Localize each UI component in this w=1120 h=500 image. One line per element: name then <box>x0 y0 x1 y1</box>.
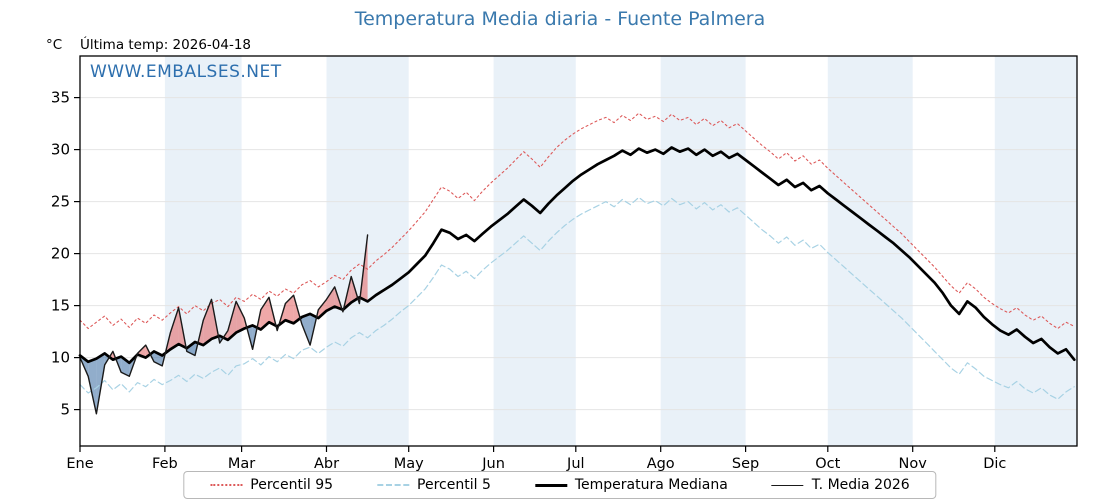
x-tick-label: Feb <box>152 456 178 472</box>
x-tick-label: Oct <box>815 456 840 472</box>
series-line-percentil-95 <box>79 112 1075 330</box>
watermark: WWW.EMBALSES.NET <box>90 62 282 82</box>
legend-item-label: Percentil 95 <box>250 477 334 493</box>
x-tick-label: Ago <box>647 456 675 472</box>
series-line-t-media-2026 <box>79 234 369 415</box>
y-tick-label: 15 <box>51 297 70 315</box>
x-tick-label: Ene <box>66 456 93 472</box>
x-tick-label: Jun <box>481 456 505 472</box>
axes: 5 10 15 20 25 30 35 Ene Feb Mar Abr May Jun Jul Ago Sep… <box>51 89 1007 472</box>
page-title: Temperatura Media diaria - Fuente Palmer… <box>354 8 766 30</box>
legend: Percentil 95 Percentil 5 Temperatura Med… <box>183 471 937 499</box>
series-line-temperatura-mediana <box>78 146 1076 365</box>
legend-item-label: T. Media 2026 <box>811 477 910 493</box>
legend-item-label: Percentil 5 <box>417 477 491 493</box>
last-temp-label: Última temp: 2026-04-18 <box>80 37 252 53</box>
x-tick-label: Jul <box>566 456 585 472</box>
legend-item-percentil-95: Percentil 95 <box>210 477 333 493</box>
legend-item-temperatura-mediana: Temperatura Mediana <box>534 477 728 493</box>
temperatura-mediana-line-sample <box>534 483 567 487</box>
y-tick-label: 5 <box>60 401 70 419</box>
y-tick-label: 10 <box>51 349 70 367</box>
t-media-2026-line-sample <box>771 484 804 486</box>
y-axis-unit-label: °C <box>46 37 63 53</box>
plot-frame <box>79 55 1078 447</box>
gridlines <box>80 97 1077 411</box>
x-tick-label: May <box>394 456 424 472</box>
y-tick-label: 35 <box>51 89 70 107</box>
x-tick-label: Abr <box>314 456 339 472</box>
legend-item-label: Temperatura Mediana <box>574 477 728 493</box>
percentil-5-line-sample <box>377 484 410 486</box>
series-line-percentil-5 <box>79 196 1075 400</box>
month-bands <box>164 56 1077 446</box>
y-tick-label: 20 <box>51 245 70 263</box>
percentil-95-line-sample <box>210 484 243 486</box>
legend-item-percentil-5: Percentil 5 <box>377 477 491 493</box>
legend-item-t-media-2026: T. Media 2026 <box>771 477 910 493</box>
x-tick-label: Nov <box>899 456 928 472</box>
y-tick-label: 25 <box>51 193 70 211</box>
x-tick-label: Dic <box>983 456 1006 472</box>
x-tick-label: Mar <box>228 456 255 472</box>
y-tick-label: 30 <box>51 141 70 159</box>
x-tick-label: Sep <box>732 456 759 472</box>
